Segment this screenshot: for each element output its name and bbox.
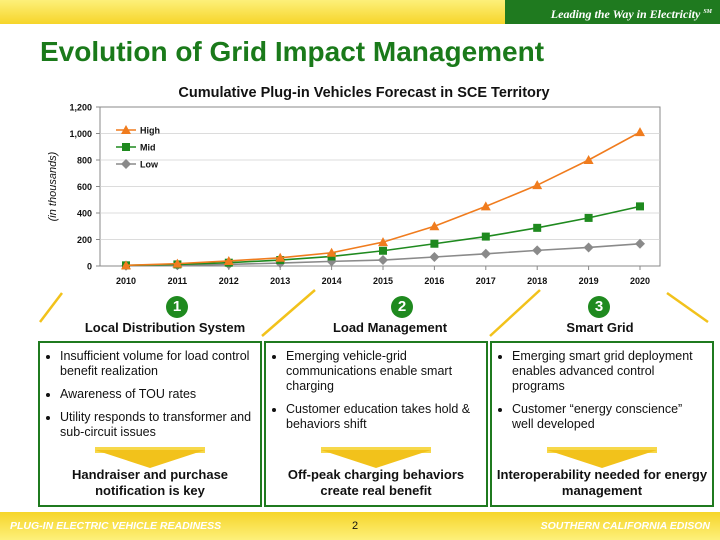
connector-line: [261, 289, 316, 337]
forecast-chart: Cumulative Plug-in Vehicles Forecast in …: [47, 85, 661, 286]
column-box-1: Insufficient volume for load control ben…: [38, 341, 262, 507]
y-tick-label: 1,200: [69, 103, 92, 113]
page-number: 2: [352, 520, 359, 532]
column-box-3: Emerging smart grid deployment enables a…: [490, 341, 714, 507]
bullet-item: Insufficient volume for load control ben…: [60, 349, 254, 379]
connector-line: [666, 291, 709, 324]
data-point-mid: [430, 239, 439, 248]
bullet-item: Customer education takes hold & behavior…: [286, 402, 480, 432]
service-mark: SM: [703, 9, 712, 15]
data-point-high: [480, 201, 491, 211]
x-tick-label: 2019: [579, 276, 599, 286]
y-tick-label: 200: [77, 235, 92, 245]
legend-marker: [121, 159, 131, 169]
column-outcome-2: Off-peak charging behaviors create real …: [287, 467, 465, 498]
connector-line: [489, 289, 541, 337]
down-arrow-icon: [321, 450, 431, 468]
bullet-list-1: Insufficient volume for load control ben…: [40, 349, 260, 440]
data-point-mid: [584, 213, 593, 222]
y-tick-label: 1,000: [69, 129, 92, 139]
data-point-low: [480, 248, 491, 259]
bullet-item: Customer “energy conscience” well develo…: [512, 402, 706, 432]
column-header-3: Smart Grid: [566, 320, 634, 335]
data-point-high: [275, 252, 286, 262]
column-header-1: Local Distribution System: [84, 320, 246, 335]
bullet-item: Awareness of TOU rates: [60, 387, 254, 402]
data-point-high: [121, 260, 131, 270]
x-tick-label: 2017: [476, 276, 496, 286]
x-tick-label: 2016: [424, 276, 444, 286]
data-point-low: [583, 242, 594, 253]
step-number-3: 3: [588, 296, 610, 318]
x-tick-label: 2012: [219, 276, 239, 286]
page-title: Evolution of Grid Impact Management: [40, 36, 545, 67]
top-banner: Leading the Way in Electricity SM: [0, 0, 720, 24]
legend-label: Mid: [140, 143, 156, 153]
legend-marker: [122, 143, 130, 151]
data-point-mid: [481, 232, 490, 241]
down-arrow-icon: [547, 450, 657, 468]
y-tick-label: 800: [77, 156, 92, 166]
tagline-badge: Leading the Way in Electricity SM: [505, 0, 720, 24]
y-tick-label: 400: [77, 209, 92, 219]
x-tick-label: 2014: [322, 276, 342, 286]
connector-line: [39, 292, 63, 323]
data-point-mid: [636, 202, 644, 211]
data-point-high: [378, 237, 388, 247]
x-tick-label: 2011: [168, 276, 188, 286]
column-outcome-3: Interoperability needed for energy manag…: [496, 467, 708, 498]
y-tick-label: 600: [77, 182, 92, 192]
bottom-banner: PLUG-IN ELECTRIC VEHICLE READINESS 2 SOU…: [0, 512, 720, 540]
y-tick-label: 0: [87, 262, 92, 272]
x-tick-label: 2010: [116, 276, 136, 286]
bullet-list-3: Emerging smart grid deployment enables a…: [492, 349, 712, 432]
legend-label: Low: [140, 160, 159, 170]
data-point-high: [635, 127, 645, 137]
x-tick-label: 2020: [630, 276, 650, 286]
tagline-text: Leading the Way in Electricity: [550, 7, 701, 21]
bullet-item: Emerging vehicle-grid communications ena…: [286, 349, 480, 394]
data-point-low: [378, 255, 388, 266]
data-point-low: [532, 245, 543, 256]
bullet-item: Emerging smart grid deployment enables a…: [512, 349, 706, 394]
x-tick-label: 2013: [270, 276, 290, 286]
column-outcome-1: Handraiser and purchase notification is …: [71, 467, 229, 498]
footer-program: PLUG-IN ELECTRIC VEHICLE READINESS: [10, 520, 222, 532]
data-point-high: [223, 255, 234, 265]
x-tick-label: 2018: [527, 276, 547, 286]
y-axis-label: (in thousands): [47, 151, 59, 221]
column-box-2: Emerging vehicle-grid communications ena…: [264, 341, 488, 507]
data-point-low: [429, 251, 440, 262]
bullet-item: Utility responds to transformer and sub-…: [60, 410, 254, 440]
column-header-2: Load Management: [332, 320, 448, 335]
legend-label: High: [140, 126, 160, 136]
data-point-mid: [533, 223, 542, 232]
connector-lines: [39, 289, 709, 337]
x-tick-label: 2015: [373, 276, 393, 286]
footer-company: SOUTHERN CALIFORNIA EDISON: [540, 520, 710, 532]
data-point-high: [532, 180, 543, 190]
chart-title: Cumulative Plug-in Vehicles Forecast in …: [178, 85, 549, 101]
step-number-2: 2: [391, 296, 413, 318]
data-point-low: [635, 238, 645, 249]
data-point-high: [583, 155, 594, 164]
legend-marker: [121, 125, 131, 134]
data-point-high: [429, 221, 440, 231]
bullet-list-2: Emerging vehicle-grid communications ena…: [266, 349, 486, 432]
step-number-1: 1: [166, 296, 188, 318]
data-point-high: [172, 258, 183, 268]
data-point-high: [326, 247, 337, 257]
data-point-mid: [379, 246, 387, 255]
down-arrow-icon: [95, 450, 205, 468]
